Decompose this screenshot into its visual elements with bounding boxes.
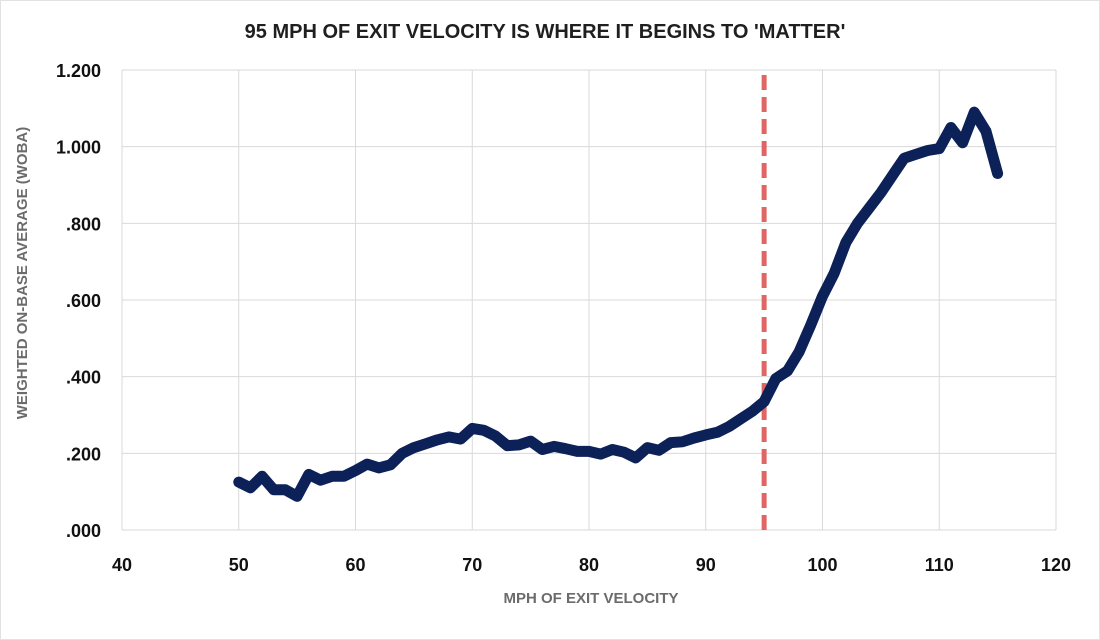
gridlines bbox=[121, 69, 1057, 531]
x-tick-label: 80 bbox=[579, 555, 599, 575]
y-tick-label: .000 bbox=[66, 521, 101, 541]
x-tick-label: 50 bbox=[229, 555, 249, 575]
x-tick-label: 60 bbox=[345, 555, 365, 575]
y-tick-label: .800 bbox=[66, 214, 101, 234]
series-line-0 bbox=[233, 106, 1004, 502]
series-line-group bbox=[233, 106, 1004, 502]
x-tick-label: 40 bbox=[112, 555, 132, 575]
x-tick-label: 90 bbox=[696, 555, 716, 575]
y-tick-label: 1.000 bbox=[56, 138, 101, 158]
x-tick-label: 110 bbox=[925, 555, 954, 575]
x-tick-label: 100 bbox=[807, 555, 837, 575]
y-tick-label: .400 bbox=[66, 368, 101, 388]
x-tick-label: 70 bbox=[462, 555, 482, 575]
y-tick-label: .600 bbox=[66, 291, 101, 311]
y-tick-label: .200 bbox=[66, 444, 101, 464]
x-axis-title: MPH OF EXIT VELOCITY bbox=[503, 590, 678, 607]
y-axis-title: WEIGHTED ON-BASE AVERAGE (WOBA) bbox=[14, 127, 31, 420]
x-tick-labels: 40 50 60 70 80 90 100 110 120 bbox=[112, 555, 1071, 575]
y-tick-label: 1.200 bbox=[56, 61, 101, 81]
x-tick-label: 120 bbox=[1041, 555, 1071, 575]
chart-title: 95 MPH OF EXIT VELOCITY IS WHERE IT BEGI… bbox=[245, 21, 846, 43]
y-tick-labels: .000 .200 .400 .600 .800 1.000 1.200 bbox=[56, 61, 101, 541]
